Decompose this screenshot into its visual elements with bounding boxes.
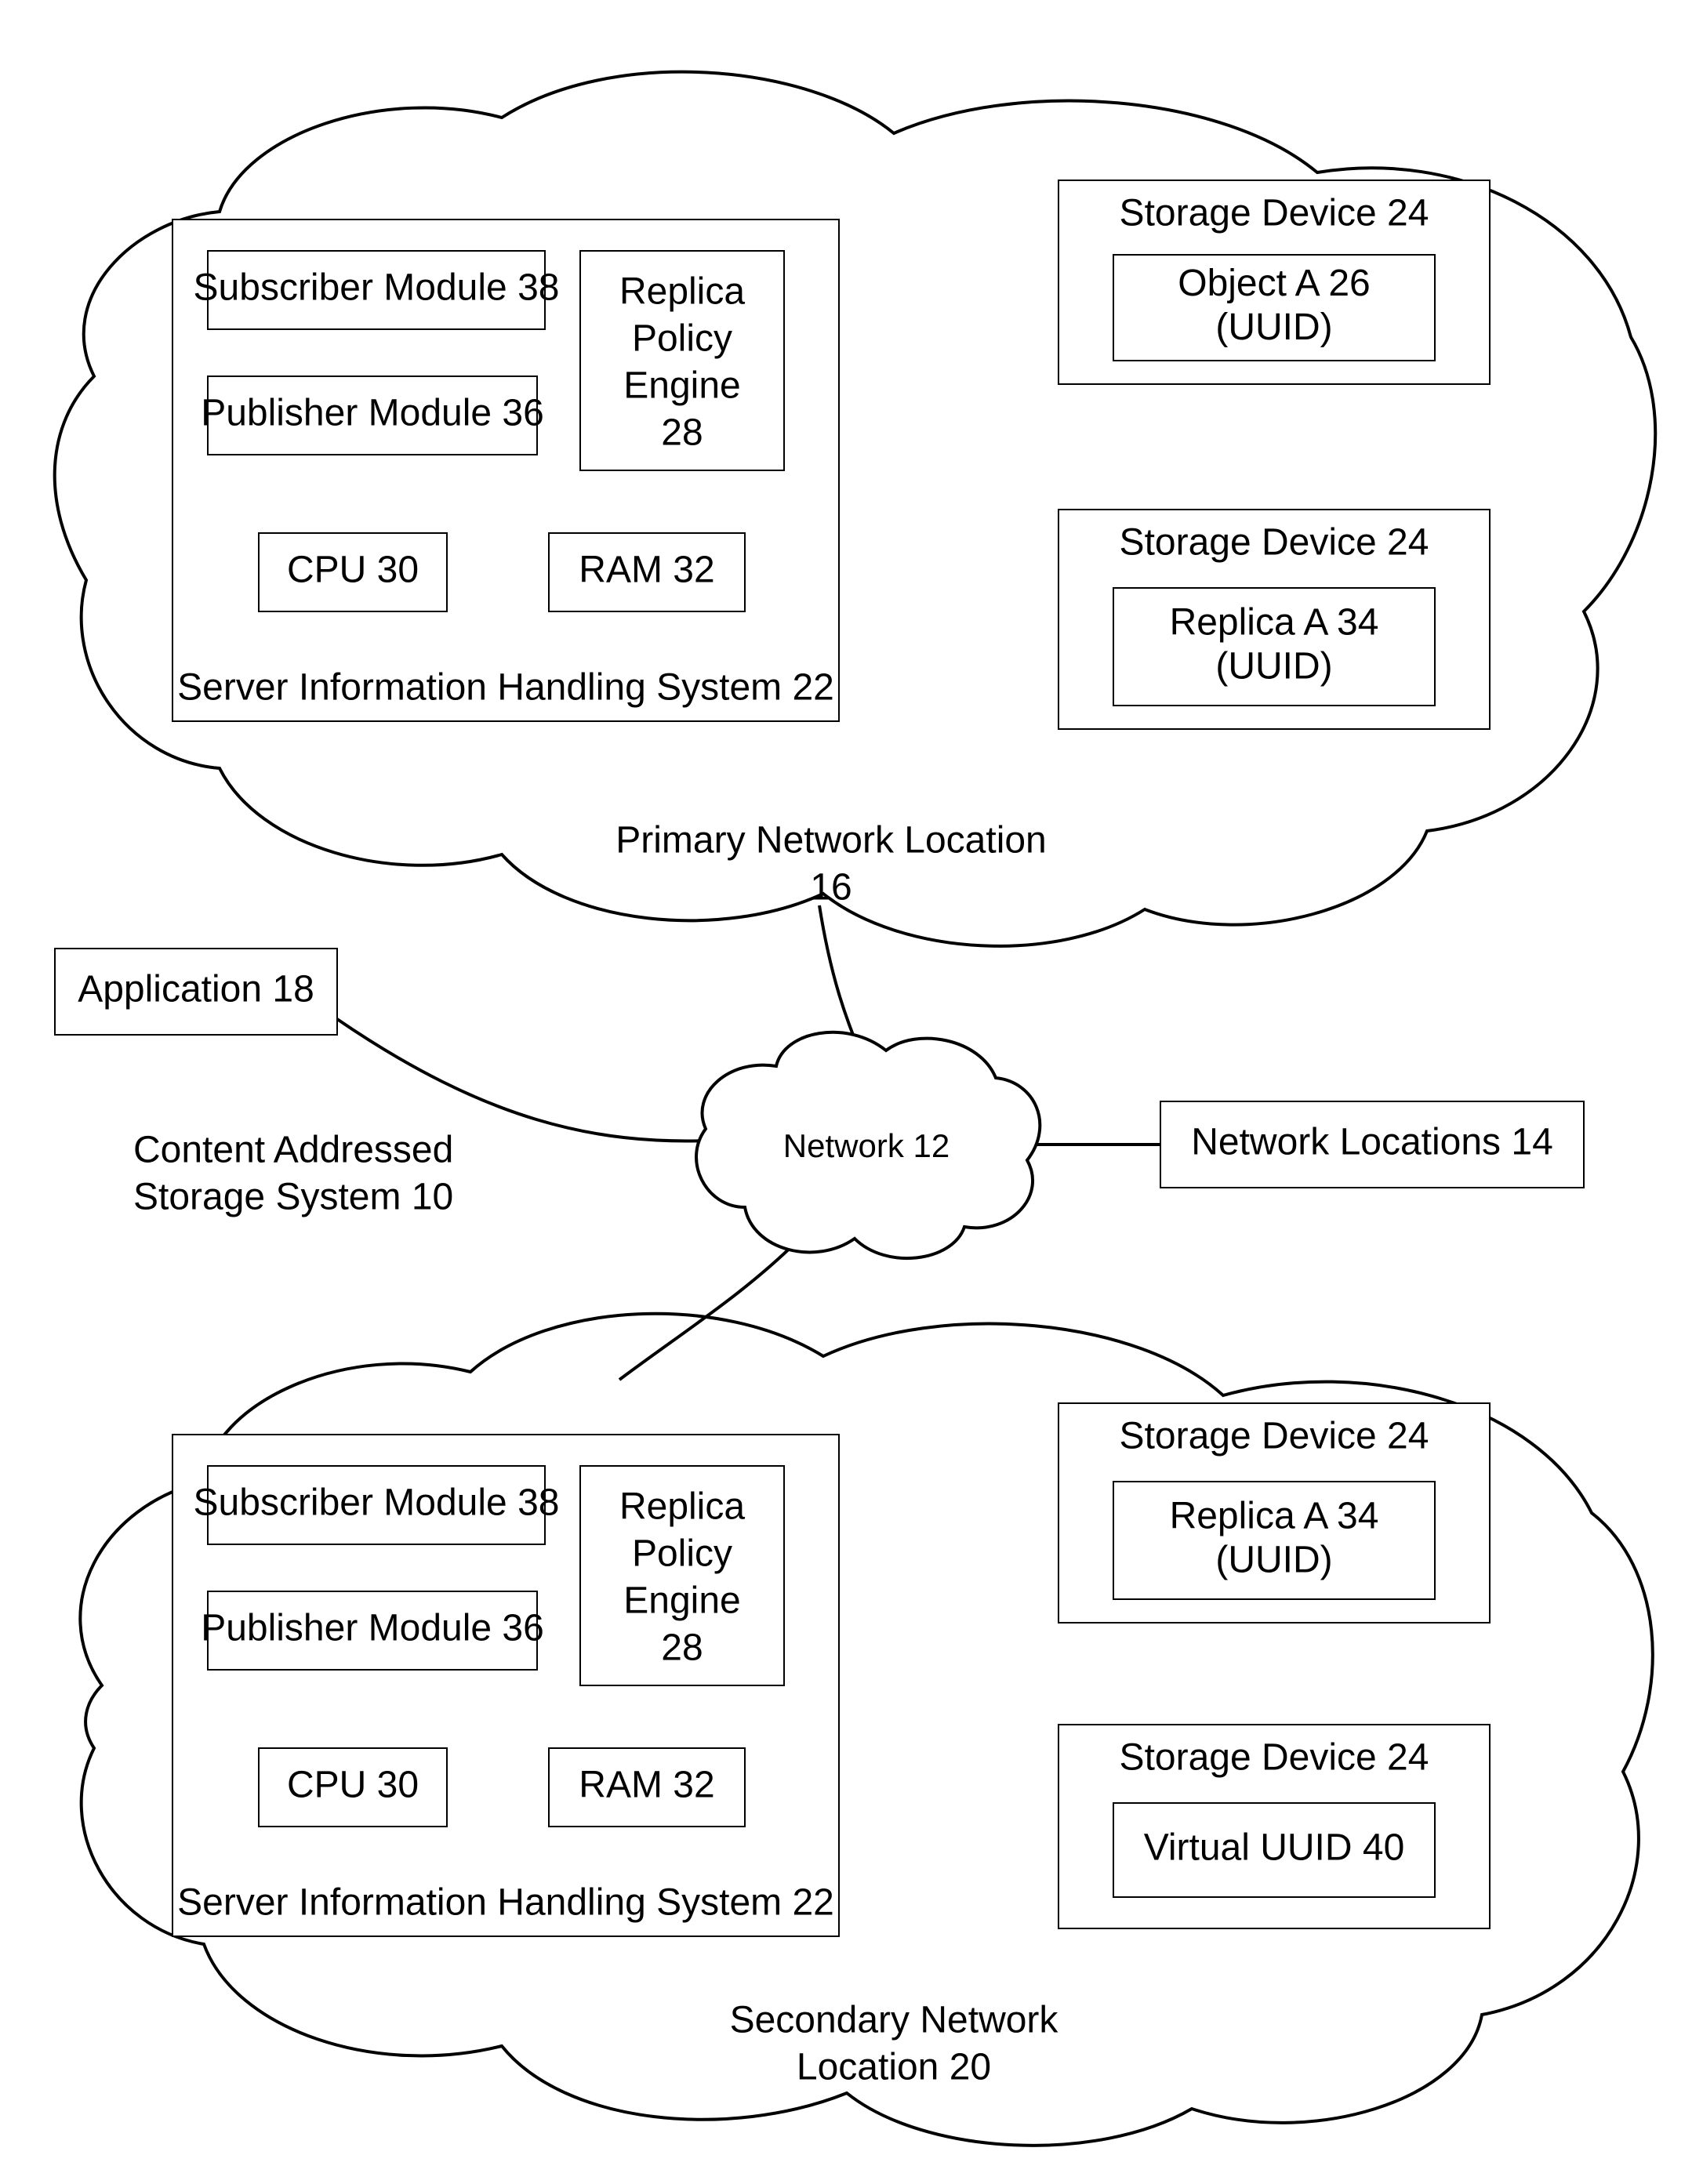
svg-text:Storage Device 24: Storage Device 24 bbox=[1120, 193, 1429, 234]
svg-text:Content Addressed: Content Addressed bbox=[133, 1130, 453, 1171]
secondary-replica-policy-engine: Replica Policy Engine 28 bbox=[580, 1466, 784, 1685]
svg-text:Policy: Policy bbox=[632, 1533, 732, 1575]
primary-cpu: CPU 30 bbox=[259, 533, 447, 611]
secondary-storage-virtual-uuid: Storage Device 24 Virtual UUID 40 bbox=[1058, 1725, 1490, 1928]
svg-text:(UUID): (UUID) bbox=[1215, 1540, 1332, 1581]
svg-text:(UUID): (UUID) bbox=[1215, 646, 1332, 687]
primary-replica-policy-engine: Replica Policy Engine 28 bbox=[580, 251, 784, 470]
svg-text:Replica A 34: Replica A 34 bbox=[1170, 1496, 1379, 1537]
application-box: Application 18 bbox=[55, 949, 337, 1035]
primary-sihs: Subscriber Module 38 Publisher Module 36 R… bbox=[172, 219, 839, 721]
svg-text:Publisher Module 36: Publisher Module 36 bbox=[201, 1608, 544, 1649]
primary-storage-replica-a: Storage Device 24 Replica A 34(UUID) bbox=[1058, 510, 1490, 729]
svg-text:Secondary Network: Secondary Network bbox=[730, 2000, 1059, 2041]
primary-storage-object-a: Storage Device 24 Object A 26(UUID) bbox=[1058, 180, 1490, 384]
svg-text:Server Information Handling Sy: Server Information Handling System 22 bbox=[177, 667, 834, 709]
svg-text:Subscriber Module 38: Subscriber Module 38 bbox=[194, 267, 560, 309]
svg-text:Network Locations 14: Network Locations 14 bbox=[1191, 1122, 1553, 1163]
connector-primary-to-net bbox=[819, 905, 859, 1049]
network-locations-box: Network Locations 14 bbox=[1160, 1101, 1584, 1188]
svg-text:Storage Device 24: Storage Device 24 bbox=[1120, 1416, 1429, 1457]
svg-text:CPU 30: CPU 30 bbox=[287, 550, 419, 591]
svg-text:CPU 30: CPU 30 bbox=[287, 1765, 419, 1806]
secondary-publisher-module: Publisher Module 36 bbox=[201, 1591, 544, 1670]
svg-text:Storage System 10: Storage System 10 bbox=[133, 1177, 453, 1218]
svg-text:Virtual UUID 40: Virtual UUID 40 bbox=[1144, 1827, 1405, 1869]
secondary-sihs: Subscriber Module 38 Publisher Module 36 R… bbox=[172, 1435, 839, 1936]
svg-text:28: 28 bbox=[661, 1627, 703, 1669]
svg-text:(UUID): (UUID) bbox=[1215, 307, 1332, 348]
svg-text:28: 28 bbox=[661, 412, 703, 454]
primary-network-location: Subscriber Module 38 Publisher Module 36 R… bbox=[55, 72, 1656, 946]
svg-text:Publisher Module 36: Publisher Module 36 bbox=[201, 393, 544, 434]
svg-text:Storage Device 24: Storage Device 24 bbox=[1120, 1737, 1429, 1779]
connector-app-to-net bbox=[337, 1019, 710, 1141]
svg-text:Network 12: Network 12 bbox=[783, 1127, 950, 1164]
svg-text:Engine: Engine bbox=[623, 365, 740, 407]
svg-text:Application 18: Application 18 bbox=[78, 969, 314, 1010]
svg-text:RAM 32: RAM 32 bbox=[579, 550, 714, 591]
secondary-storage-replica-a: Storage Device 24 Replica A 34(UUID) bbox=[1058, 1403, 1490, 1623]
middle-region: Application 18 Content Addressed Storage S… bbox=[55, 905, 1584, 1380]
svg-text:Server Information Handling Sy: Server Information Handling System 22 bbox=[177, 1882, 834, 1924]
svg-text:Storage Device 24: Storage Device 24 bbox=[1120, 522, 1429, 564]
svg-text:Replica A 34: Replica A 34 bbox=[1170, 602, 1379, 644]
svg-text:Replica: Replica bbox=[619, 1486, 745, 1528]
secondary-subscriber-module: Subscriber Module 38 bbox=[194, 1466, 560, 1544]
secondary-ram: RAM 32 bbox=[549, 1748, 745, 1827]
primary-publisher-module: Publisher Module 36 bbox=[201, 376, 544, 455]
svg-text:RAM 32: RAM 32 bbox=[579, 1765, 714, 1806]
svg-text:Object A 26: Object A 26 bbox=[1178, 263, 1371, 304]
svg-text:Primary Network Location: Primary Network Location bbox=[615, 820, 1047, 862]
svg-text:16: 16 bbox=[810, 867, 852, 909]
svg-text:Policy: Policy bbox=[632, 318, 732, 360]
primary-ram: RAM 32 bbox=[549, 533, 745, 611]
svg-text:Engine: Engine bbox=[623, 1580, 740, 1622]
secondary-cpu: CPU 30 bbox=[259, 1748, 447, 1827]
primary-subscriber-module: Subscriber Module 38 bbox=[194, 251, 560, 329]
svg-text:Replica: Replica bbox=[619, 271, 745, 313]
svg-text:Location 20: Location 20 bbox=[797, 2047, 991, 2088]
svg-text:Subscriber Module 38: Subscriber Module 38 bbox=[194, 1482, 560, 1524]
